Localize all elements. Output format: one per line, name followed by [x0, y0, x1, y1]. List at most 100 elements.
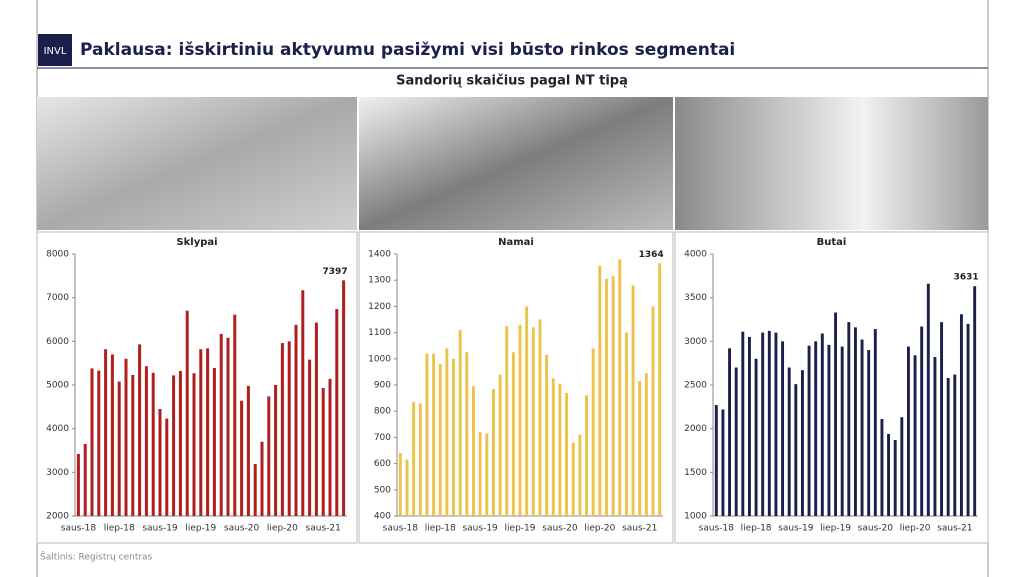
bar [412, 402, 416, 516]
bar [781, 341, 785, 516]
bar [840, 346, 844, 516]
bar [219, 333, 223, 516]
bar [531, 327, 535, 516]
x-tick-label: liep-20 [584, 524, 615, 534]
bar [240, 400, 244, 516]
y-tick-label: 4000 [46, 424, 69, 434]
bar [478, 432, 482, 516]
bar [959, 314, 963, 516]
bar [274, 385, 278, 516]
x-tick-label: saus-21 [937, 524, 972, 534]
bar [558, 383, 562, 516]
bar [104, 349, 108, 516]
bar [761, 332, 765, 516]
y-tick-label: 1000 [368, 354, 391, 364]
bar [767, 330, 771, 516]
bar [714, 405, 718, 516]
bar [794, 384, 798, 516]
photo-houses [359, 97, 673, 230]
x-tick-label: saus-18 [699, 524, 735, 534]
y-tick-label: 8000 [46, 250, 69, 260]
bar [185, 310, 189, 516]
data-label: 3631 [954, 273, 979, 283]
bar [827, 344, 831, 516]
bar [287, 341, 291, 516]
bar [605, 278, 608, 516]
bar [644, 373, 648, 516]
bar [787, 367, 791, 516]
bar [624, 332, 628, 516]
bar [165, 418, 169, 516]
bar [887, 433, 891, 516]
bar [314, 322, 318, 516]
bar [321, 388, 325, 516]
bar [807, 345, 811, 516]
x-tick-label: liep-19 [505, 524, 536, 534]
bar [206, 348, 210, 516]
bar [651, 306, 655, 516]
bar [260, 441, 264, 516]
bar [301, 290, 305, 516]
x-tick-label: liep-19 [185, 524, 216, 534]
x-tick-label: saus-20 [224, 524, 260, 534]
x-tick-label: liep-20 [267, 524, 298, 534]
y-tick-label: 7000 [46, 293, 69, 303]
bar [913, 355, 917, 516]
bar [658, 263, 662, 516]
y-tick-label: 2500 [684, 381, 707, 391]
bar [131, 374, 135, 516]
y-tick-label: 2000 [684, 424, 707, 434]
bar [578, 434, 582, 516]
bar [511, 352, 515, 516]
bar [545, 354, 549, 516]
bar [873, 329, 877, 516]
bar [144, 366, 148, 516]
x-tick-label: saus-19 [462, 524, 498, 534]
bar [728, 348, 732, 516]
bar [405, 459, 409, 516]
chart-panel [358, 231, 674, 544]
bar [591, 348, 595, 516]
y-tick-label: 800 [374, 407, 391, 417]
bar [117, 381, 121, 516]
y-tick-label: 1200 [368, 302, 391, 312]
bar [847, 322, 851, 516]
bar [926, 283, 930, 516]
bar [525, 306, 529, 516]
bar [418, 403, 422, 516]
bar [328, 378, 332, 516]
bar [178, 371, 182, 516]
bar [458, 329, 462, 516]
bar [452, 358, 455, 516]
bar [158, 409, 162, 516]
bar [151, 372, 155, 516]
bar [551, 378, 555, 516]
bar [638, 381, 642, 516]
y-tick-label: 1300 [368, 276, 391, 286]
bar [953, 374, 957, 516]
y-tick-label: 2000 [46, 512, 69, 522]
bar [906, 346, 910, 516]
bar [571, 442, 575, 516]
bar [491, 388, 495, 516]
bar [253, 464, 257, 516]
x-tick-label: liep-18 [104, 524, 135, 534]
photo-apartments [675, 97, 988, 230]
bar [212, 367, 216, 516]
bar [90, 368, 94, 516]
bar [342, 280, 346, 516]
bar [973, 286, 977, 516]
bar [893, 440, 897, 516]
bar [734, 367, 738, 516]
bar [754, 358, 758, 516]
bar [465, 352, 469, 516]
bar [721, 409, 725, 516]
y-tick-label: 1400 [368, 250, 391, 260]
bar [538, 319, 542, 516]
bar [585, 395, 588, 516]
y-tick-label: 3500 [684, 293, 707, 303]
x-tick-label: liep-18 [425, 524, 456, 534]
bar [267, 396, 271, 516]
x-tick-label: saus-18 [61, 524, 97, 534]
